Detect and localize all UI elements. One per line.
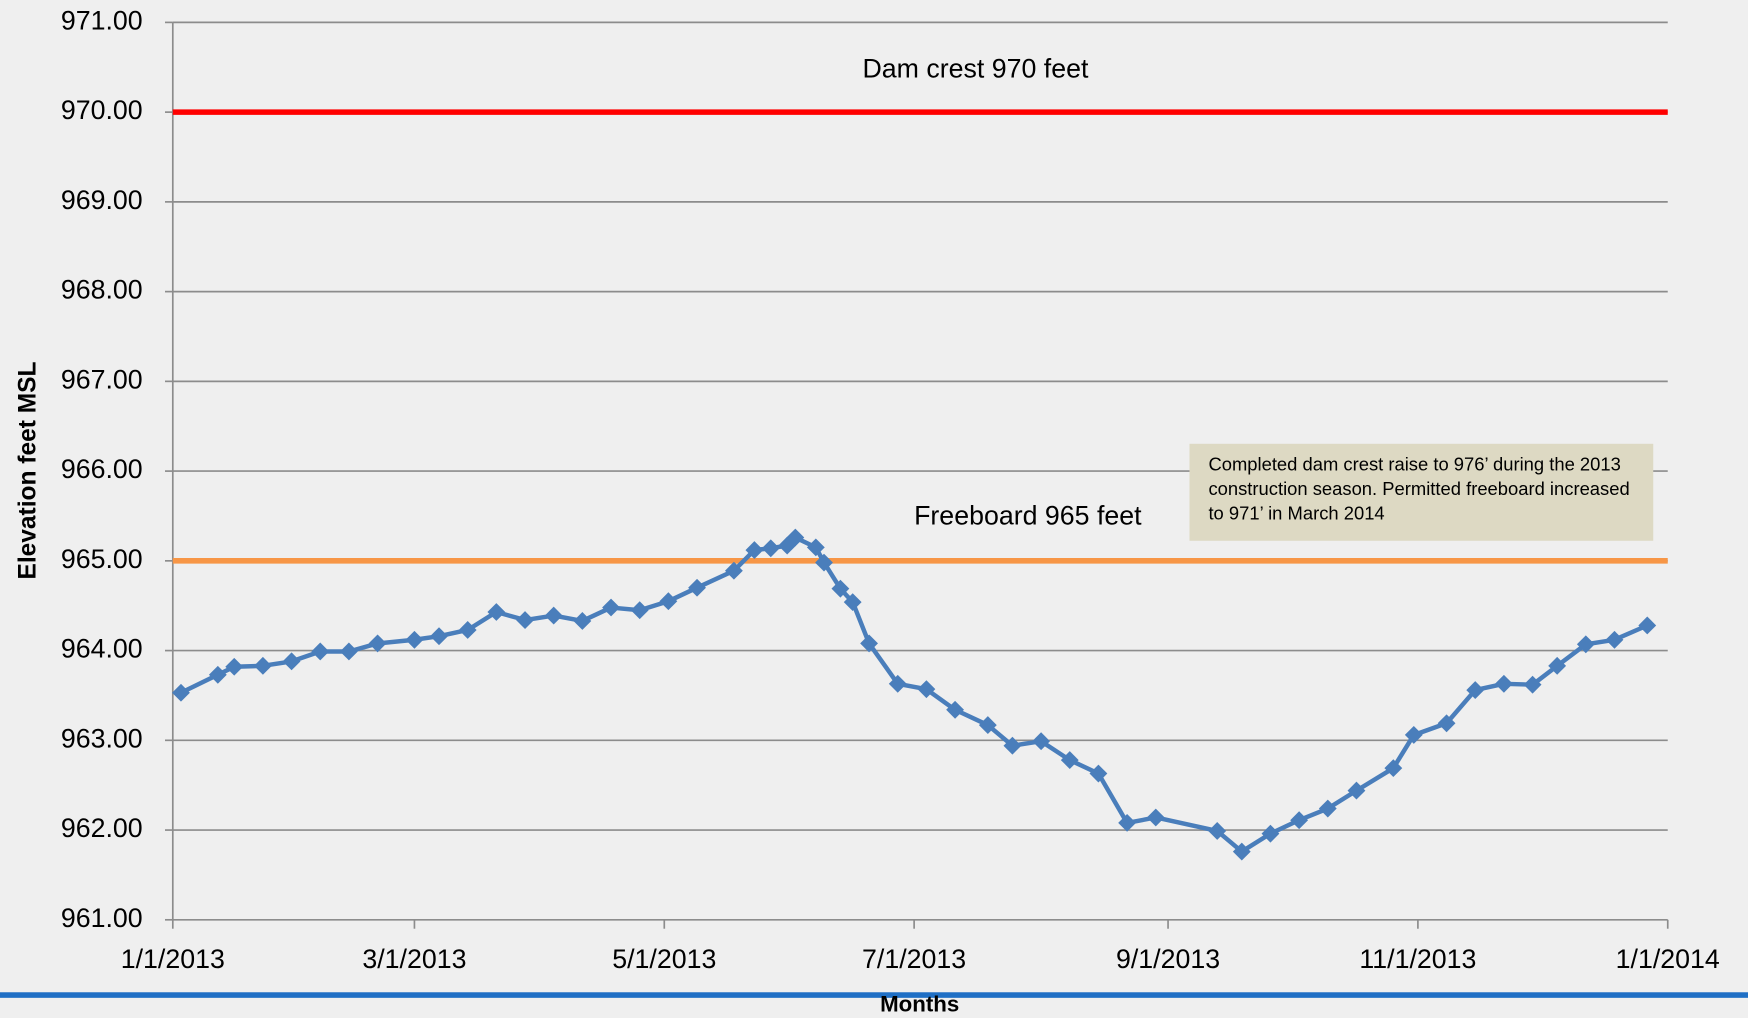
y-tick-label: 961.00 — [61, 903, 143, 933]
annotation-box — [1189, 443, 1654, 541]
data-point — [688, 578, 706, 597]
y-tick-label: 969.00 — [61, 185, 143, 215]
y-tick-label: 963.00 — [61, 723, 143, 753]
data-point — [815, 553, 833, 572]
annotation-text: Completed dam crest raise to 976’ during… — [1208, 454, 1630, 525]
reference-label: Freeboard 965 feet — [914, 500, 1142, 530]
x-tick-label: 11/1/2013 — [1359, 944, 1476, 974]
data-point — [339, 642, 358, 661]
y-tick-label: 964.00 — [61, 634, 143, 664]
data-point — [1146, 808, 1165, 827]
data-point — [831, 579, 850, 598]
x-tick-label: 9/1/2013 — [1116, 944, 1220, 974]
data-point — [1089, 764, 1108, 783]
data-point — [724, 561, 743, 580]
data-point — [458, 621, 477, 639]
data-point — [843, 593, 862, 612]
y-axis-label: Elevation feet MSL — [14, 362, 41, 580]
data-point — [172, 683, 190, 702]
x-tick-label: 3/1/2013 — [362, 944, 466, 974]
data-point — [1032, 732, 1051, 751]
data-point — [1318, 799, 1337, 818]
data-point — [1060, 751, 1079, 769]
footer-bar — [0, 992, 1748, 998]
data-point — [573, 612, 592, 630]
data-point — [1576, 635, 1595, 654]
data-point — [1261, 824, 1280, 843]
y-tick-label: 968.00 — [61, 275, 143, 305]
y-tick-label: 970.00 — [61, 95, 143, 125]
data-point — [1003, 736, 1022, 755]
data-point — [516, 611, 534, 629]
y-tick-label: 965.00 — [61, 544, 143, 574]
data-point — [946, 700, 964, 719]
data-point — [253, 656, 272, 675]
x-axis-label: Months — [880, 992, 959, 1017]
y-tick-label: 966.00 — [61, 454, 143, 484]
data-point — [430, 627, 448, 646]
annotation: Completed dam crest raise to 976’ during… — [1208, 454, 1630, 525]
data-point — [1494, 674, 1513, 693]
data-point — [487, 603, 506, 621]
data-point — [978, 716, 997, 734]
data-point — [806, 538, 825, 557]
data-point — [888, 674, 907, 693]
data-point — [208, 665, 227, 684]
data-point — [225, 657, 244, 676]
data-point — [1548, 656, 1567, 675]
data-point — [1347, 781, 1366, 800]
data-point — [311, 642, 330, 661]
data-point — [659, 592, 678, 611]
data-point — [1232, 842, 1251, 861]
x-tick-label: 1/1/2013 — [121, 944, 225, 974]
y-tick-label: 967.00 — [61, 364, 143, 394]
data-point — [1437, 714, 1456, 733]
y-tick-label: 962.00 — [61, 813, 143, 843]
data-point — [544, 606, 563, 625]
x-tick-label: 1/1/2014 — [1616, 944, 1720, 974]
data-point — [1384, 759, 1403, 778]
reference-label: Dam crest 970 feet — [862, 53, 1089, 83]
x-tick-label: 5/1/2013 — [612, 944, 716, 974]
data-point — [1290, 811, 1309, 830]
x-tick-label: 7/1/2013 — [862, 944, 966, 974]
y-tick-label: 971.00 — [61, 5, 143, 35]
data-point — [282, 652, 301, 671]
